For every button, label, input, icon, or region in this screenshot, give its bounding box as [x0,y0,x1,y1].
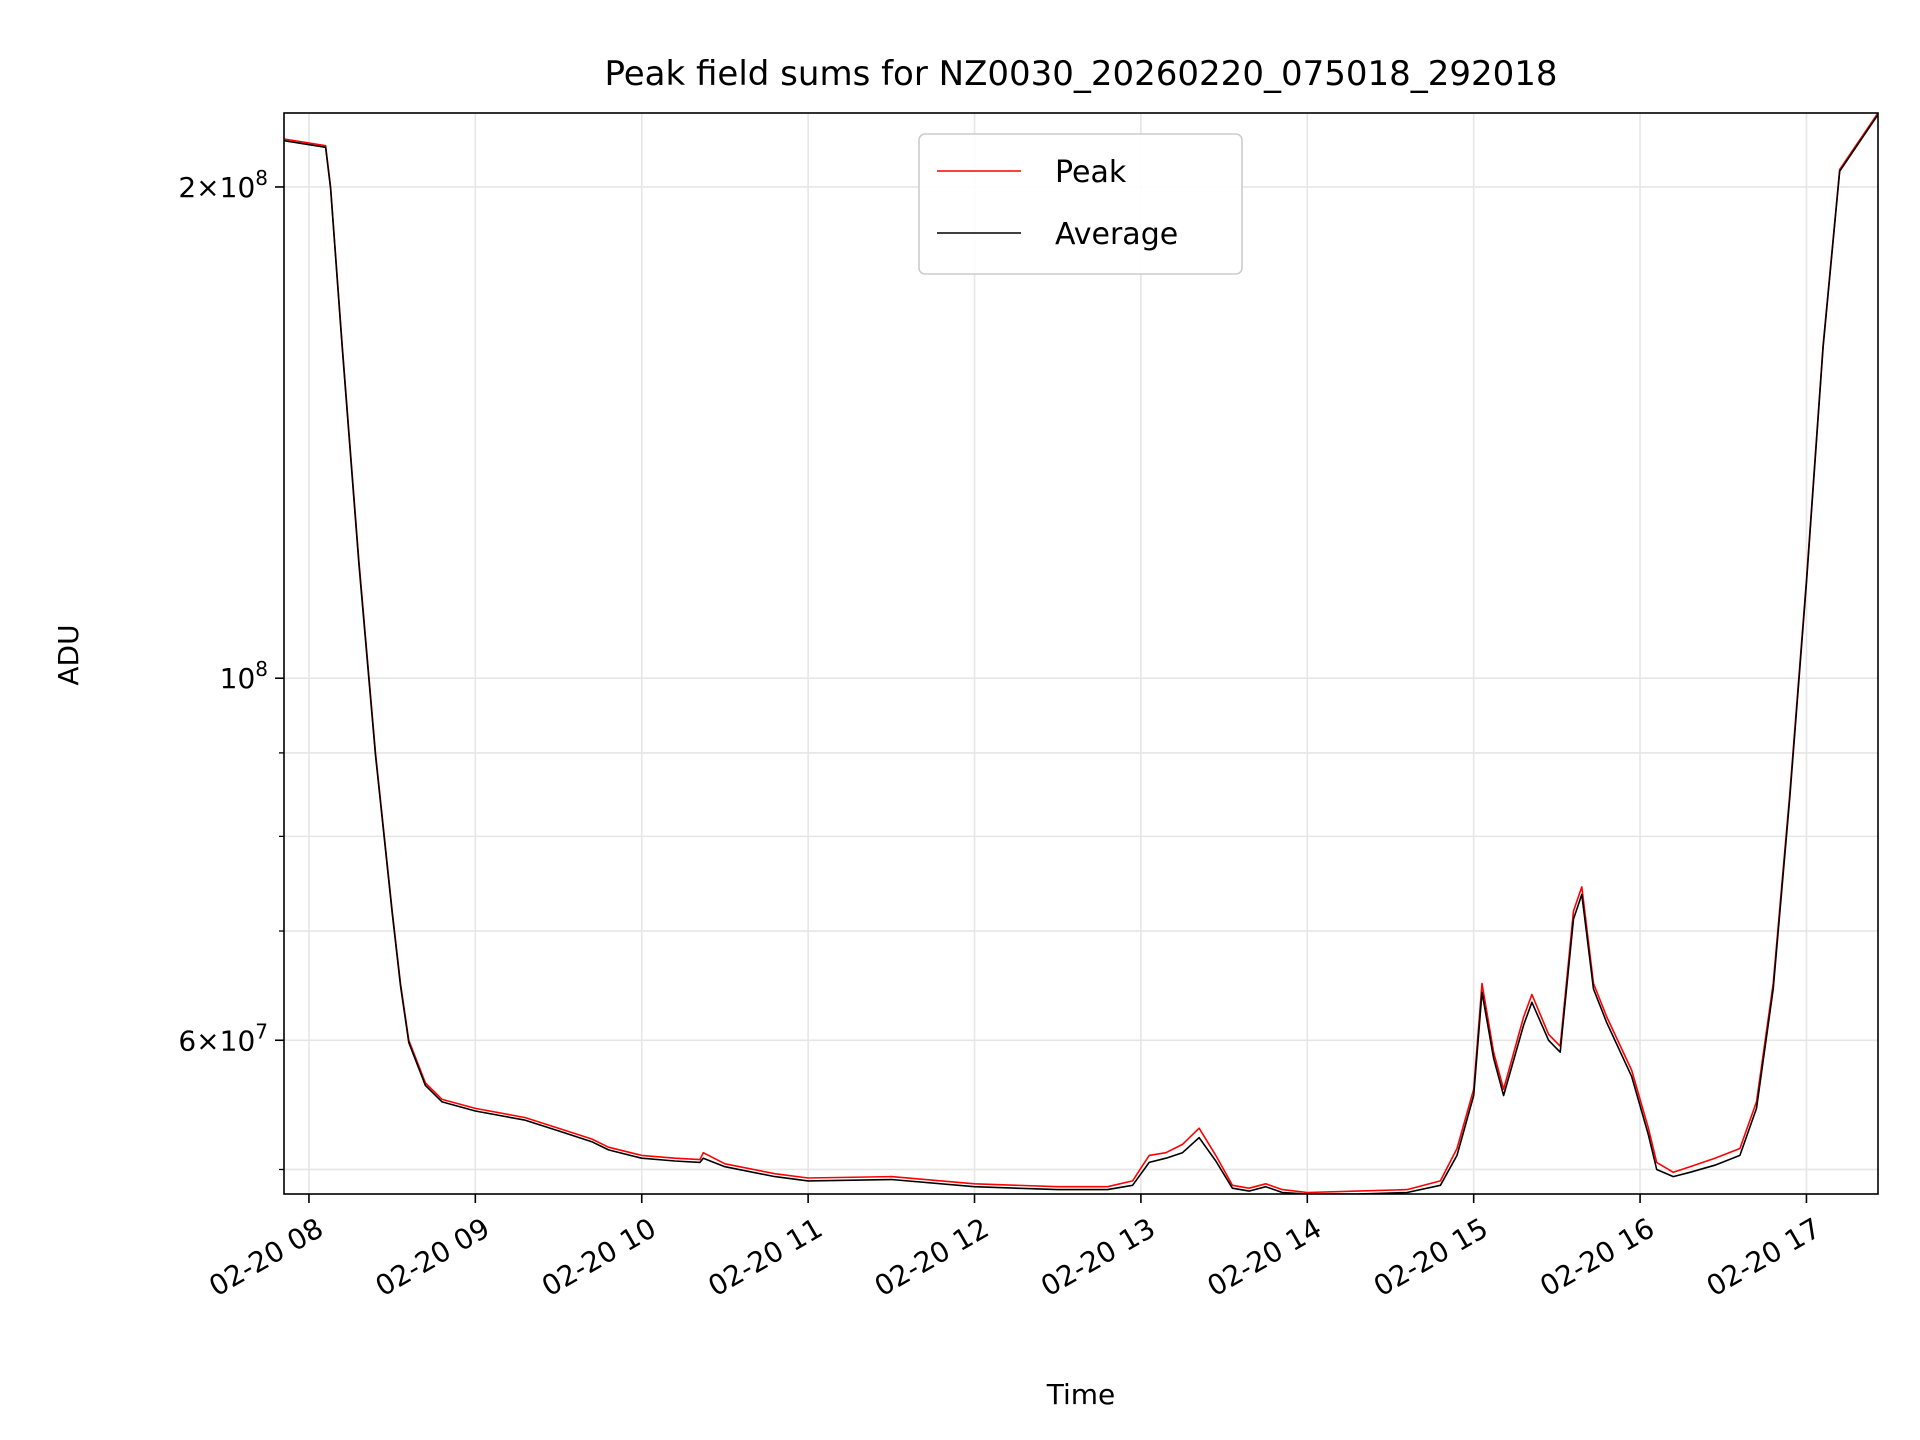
series-line-average [284,114,1878,1194]
legend: Peak Average [918,133,1243,275]
legend-label-average: Average [1055,217,1178,252]
y-tick-label: 108 [220,657,268,695]
legend-label-peak: Peak [1055,155,1127,190]
y-tick-label: 2×108 [178,166,268,204]
plot-area [284,113,1878,1194]
y-tick-label: 6×107 [178,1019,268,1057]
x-axis-label: Time [1046,1378,1116,1411]
plot-frame [283,112,1879,1195]
y-axis-label: ADU [52,624,85,685]
series-layer [284,113,1878,1194]
series-line-peak [284,113,1878,1194]
chart-title: Peak field sums for NZ0030_20260220_0750… [604,54,1557,94]
legend-box [918,133,1243,275]
